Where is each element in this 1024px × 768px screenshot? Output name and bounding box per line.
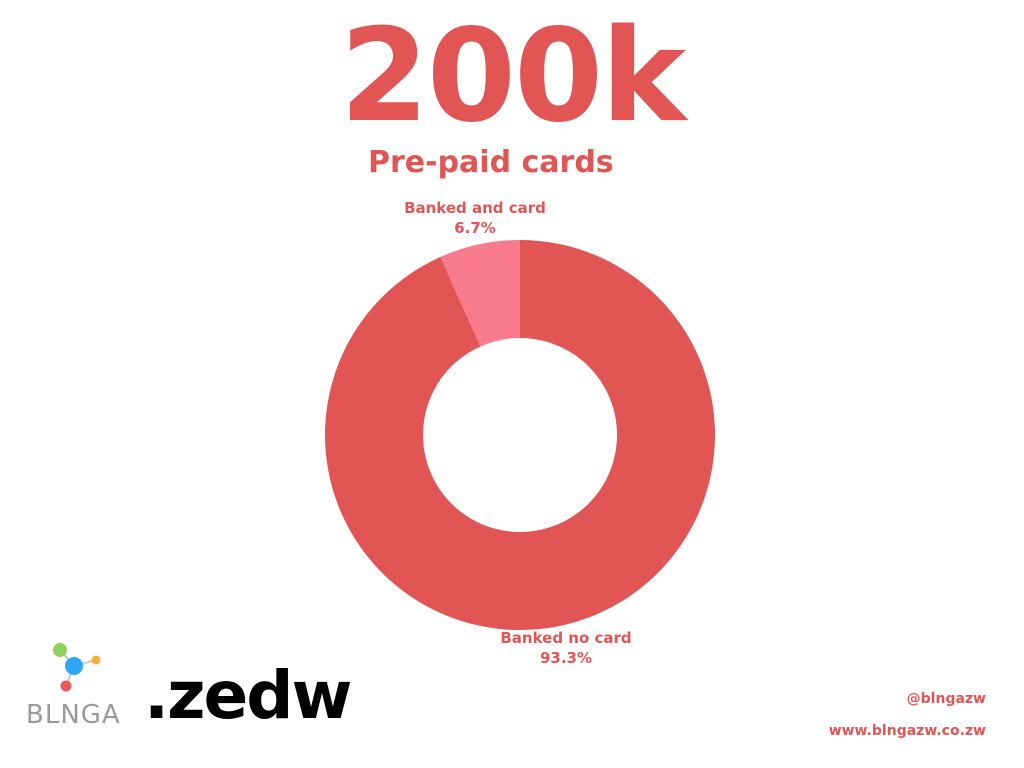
slice-value-banked-no-card: 93.3% xyxy=(539,649,593,667)
blue-node xyxy=(65,657,83,675)
slice-label-banked-and-card: Banked and card 6.7% xyxy=(402,198,548,238)
slice-name-banked-and-card: Banked and card xyxy=(404,199,546,217)
red-node xyxy=(60,680,72,692)
slice-value-banked-and-card: 6.7% xyxy=(454,219,496,237)
green-node xyxy=(53,643,67,657)
website-url: www.blngazw.co.zw xyxy=(828,723,986,739)
zedw-wordmark: .zedw xyxy=(144,657,352,734)
social-handle: @blngazw xyxy=(906,691,986,707)
orange-node xyxy=(91,655,101,665)
slice-banked-no-card xyxy=(324,240,715,630)
slice-label-banked-no-card: Banked no card 93.3% xyxy=(494,628,638,668)
headline-figure: 200k xyxy=(339,2,686,151)
logo-text: BLNGA xyxy=(26,700,121,730)
blnga-logo: BLNGA xyxy=(22,638,140,730)
chart-title: Pre-paid cards xyxy=(368,145,614,180)
slice-banked-and-card xyxy=(440,240,520,347)
slice-name-banked-no-card: Banked no card xyxy=(500,629,632,647)
molecule-icon xyxy=(53,643,101,692)
